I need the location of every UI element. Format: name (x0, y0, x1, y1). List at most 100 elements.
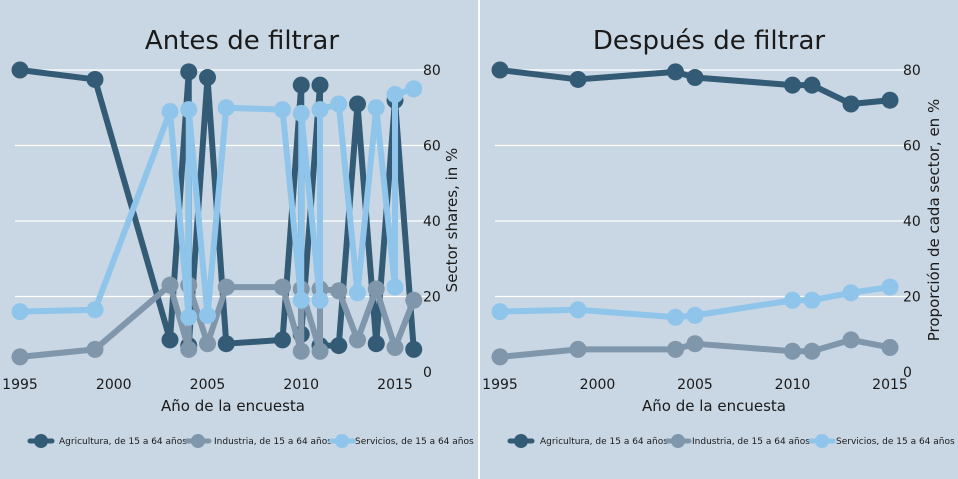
data-point (803, 342, 821, 360)
data-point (330, 337, 348, 355)
y-tick-labels: 0 20 40 60 80 (423, 63, 441, 381)
x-tick-label: 1995 (482, 377, 518, 393)
x-tick-label: 2010 (775, 377, 811, 393)
legend-label: Industria, de 15 a 64 años (692, 437, 810, 447)
y-axis-label: Proporción de cada sector, en % (925, 99, 943, 341)
data-point (217, 99, 235, 117)
data-point (199, 335, 216, 353)
x-tick-label: 2005 (677, 377, 713, 393)
data-point (569, 70, 587, 88)
legend-item-servicios: Servicios, de 15 a 64 años (808, 434, 955, 448)
data-point (311, 101, 329, 119)
legend-item-agricultura: Agricultura, de 15 a 64 años (27, 434, 187, 448)
x-tick-label: 1995 (2, 377, 38, 393)
series-agricultura (11, 61, 423, 358)
data-point (881, 278, 899, 296)
data-point (11, 303, 29, 321)
legend-label: Agricultura, de 15 a 64 años (59, 437, 187, 447)
legend-label: Servicios, de 15 a 64 años (836, 437, 955, 447)
legend-item-industria: Industria, de 15 a 64 años (184, 434, 332, 448)
legend: Agricultura, de 15 a 64 años Industria, d… (27, 434, 474, 448)
x-tick-label: 2005 (190, 377, 226, 393)
x-tick-label: 2000 (580, 377, 616, 393)
series-servicios (491, 278, 899, 326)
chart-panel-before: Antes de filtrar 0 20 40 60 80 1995 2000 2005 2… (2, 26, 474, 448)
data-point (349, 284, 366, 302)
data-point (161, 331, 179, 349)
data-point (86, 70, 104, 88)
y-tick-label: 60 (903, 139, 921, 155)
x-tick-label: 2010 (283, 377, 319, 393)
legend-swatch-marker (671, 434, 685, 448)
data-point (784, 291, 801, 309)
data-point (161, 276, 179, 294)
data-point (311, 76, 329, 94)
data-point (386, 86, 404, 104)
y-tick-label: 40 (903, 214, 921, 230)
data-point (180, 340, 198, 358)
plot-area (491, 61, 899, 366)
data-point (667, 340, 684, 358)
data-point (405, 80, 423, 98)
y-tick-label: 80 (903, 63, 921, 79)
legend-swatch-marker (514, 434, 528, 448)
data-point (405, 340, 423, 358)
data-point (86, 340, 104, 358)
y-tick-label: 80 (423, 63, 441, 79)
data-point (180, 101, 198, 119)
data-point (491, 348, 509, 366)
data-point (367, 335, 385, 353)
data-point (161, 103, 179, 121)
legend-swatch-marker (815, 434, 829, 448)
data-point (367, 280, 385, 298)
data-point (330, 282, 348, 300)
data-point (881, 338, 899, 356)
legend-label: Agricultura, de 15 a 64 años (540, 437, 668, 447)
legend-label: Servicios, de 15 a 64 años (355, 437, 474, 447)
data-point (217, 335, 235, 353)
x-tick-label: 2015 (377, 377, 413, 393)
series-industria (491, 331, 899, 366)
plot-area (11, 61, 423, 366)
data-point (199, 306, 216, 324)
legend-swatch-marker (335, 434, 349, 448)
data-point (217, 278, 235, 296)
data-point (292, 291, 310, 309)
data-point (803, 76, 821, 94)
chart-title: Antes de filtrar (145, 26, 339, 56)
chart-title: Después de filtrar (593, 26, 826, 56)
data-point (311, 291, 329, 309)
x-tick-labels: 1995 2000 2005 2010 2015 (2, 377, 413, 393)
legend-item-servicios: Servicios, de 15 a 64 años (328, 434, 474, 448)
legend-swatch-marker (34, 434, 48, 448)
data-point (405, 291, 423, 309)
y-tick-label: 60 (423, 139, 441, 155)
data-point (180, 63, 198, 81)
data-point (330, 95, 348, 113)
series-servicios (11, 80, 423, 326)
data-point (491, 303, 509, 321)
data-point (491, 61, 509, 79)
data-point (686, 335, 704, 353)
y-axis-label: Sector shares, in % (443, 148, 461, 293)
data-point (292, 76, 310, 94)
y-tick-label: 20 (423, 290, 441, 306)
legend-swatch-marker (191, 434, 205, 448)
data-point (784, 342, 801, 360)
y-tick-labels: 0 20 40 60 80 (903, 63, 921, 381)
data-point (569, 340, 587, 358)
x-tick-label: 2015 (872, 377, 908, 393)
data-point (842, 284, 860, 302)
data-point (784, 76, 801, 94)
legend-label: Industria, de 15 a 64 años (214, 437, 332, 447)
data-point (386, 278, 404, 296)
data-point (386, 338, 404, 356)
data-point (292, 342, 310, 360)
data-point (667, 308, 684, 326)
y-tick-label: 0 (903, 365, 912, 381)
data-point (686, 306, 704, 324)
series-line-servicios (17, 85, 417, 321)
data-point (842, 95, 860, 113)
